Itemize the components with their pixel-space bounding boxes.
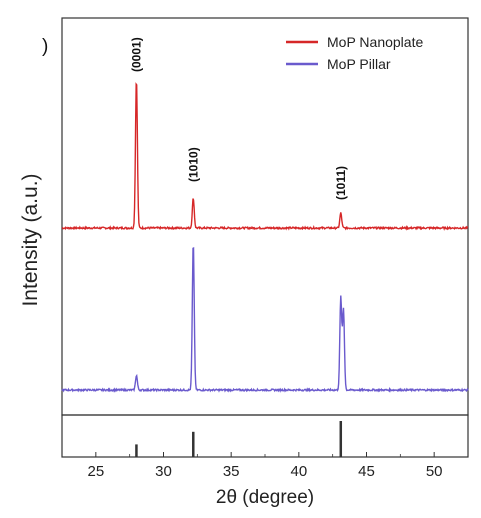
x-axis-ticks: 25 30 35 40 45 50: [61, 452, 469, 480]
panel-letter: ): [42, 36, 48, 57]
x-tick-label: 35: [223, 463, 240, 480]
x-tick-label: 40: [290, 463, 307, 480]
x-tick-label: 30: [155, 463, 172, 480]
legend-label-mop-pillar: MoP Pillar: [327, 56, 391, 72]
plot-frame: [61, 17, 469, 416]
peak-annotation: (1011): [334, 166, 348, 200]
x-tick-label: 25: [87, 463, 104, 480]
series-layer: [61, 82, 469, 393]
x-tick-label: 45: [358, 463, 375, 480]
peak-annotations: (0001) (1010) (1011): [129, 37, 347, 200]
reference-panel-frame: [61, 414, 469, 458]
peak-annotation: (0001): [129, 37, 143, 72]
series-line-mop-nanoplate: [61, 82, 469, 231]
legend: MoP Nanoplate MoP Pillar: [286, 34, 423, 72]
y-axis-title: Intensity (a.u.): [19, 173, 42, 306]
series-line-mop-pillar: [61, 246, 469, 393]
x-tick-label: 50: [426, 463, 443, 480]
x-axis-title: 2θ (degree): [216, 487, 314, 508]
legend-label-mop-nanoplate: MoP Nanoplate: [327, 34, 423, 50]
reference-sticks: [135, 421, 343, 457]
peak-annotation: (1010): [186, 147, 200, 182]
